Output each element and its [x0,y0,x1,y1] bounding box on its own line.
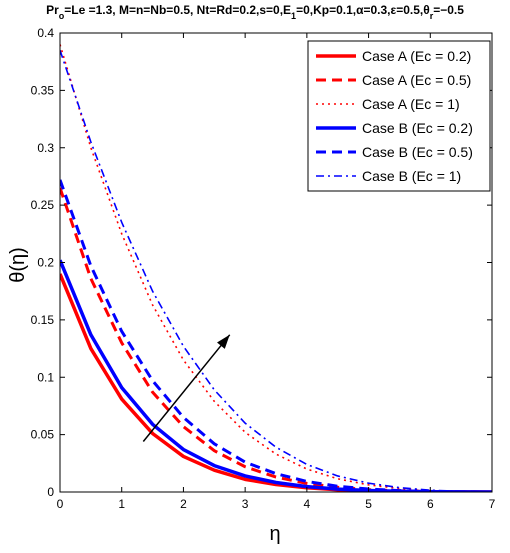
y-tick-label: 0.2 [37,256,54,270]
series-line-1 [60,273,492,492]
y-tick-label: 0 [47,485,54,499]
x-tick-label: 5 [365,497,372,511]
x-tick-label: 2 [180,497,187,511]
y-tick-label: 0.1 [37,370,54,384]
legend-label: Case B (Ec = 1) [362,168,461,184]
x-axis-label: η [269,523,280,545]
legend-label: Case A (Ec = 0.5) [362,72,471,88]
y-tick-label: 0.15 [31,313,55,327]
y-tick-label: 0.4 [37,26,54,40]
x-tick-label: 4 [304,497,311,511]
x-tick-label: 1 [118,497,125,511]
legend-label: Case B (Ec = 0.2) [362,120,473,136]
series-line-4 [60,259,492,492]
series-line-2 [60,187,492,492]
y-tick-label: 0.35 [31,83,55,97]
y-tick-label: 0.25 [31,198,55,212]
axes: 0 1 2 3 4 5 6 7 0 0.05 0.1 0.15 0.2 0.25 0.3 0.35 0.4 [31,26,496,511]
series-line-5 [60,179,492,492]
legend-label: Case A (Ec = 1) [362,96,460,112]
trend-arrow-shaft [142,334,231,442]
legend-label: Case A (Ec = 0.2) [362,48,471,64]
legend: Case A (Ec = 0.2) Case A (Ec = 0.5) Case A… [307,40,491,192]
x-tick-label: 0 [57,497,64,511]
y-tick-label: 0.3 [37,141,54,155]
chart-title: Pro=Le =1.3, M=n=Nb=0.5, Nt=Rd=0.2,s=0,E… [46,3,464,21]
x-tick-label: 3 [242,497,249,511]
x-tick-label: 6 [427,497,434,511]
y-axis-label: θ(η) [7,247,29,283]
y-tick-label: 0.05 [31,428,55,442]
legend-label: Case B (Ec = 0.5) [362,144,473,160]
x-tick-label: 7 [489,497,496,511]
trend-arrow-head [217,334,230,349]
